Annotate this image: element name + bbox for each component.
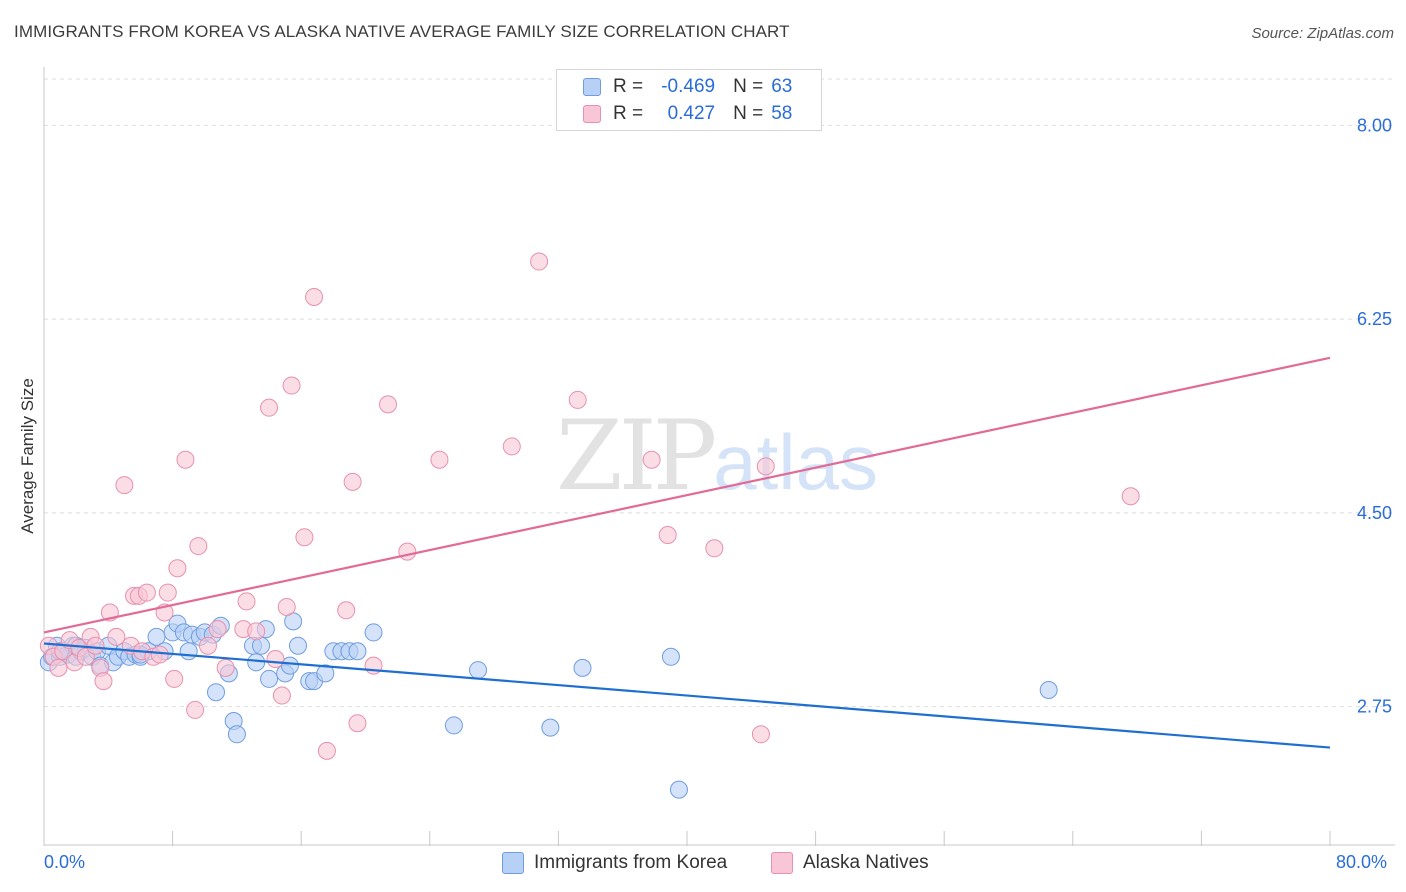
bottom-legend-label-korea: Immigrants from Korea: [534, 852, 728, 873]
point-alaska: [277, 597, 296, 616]
point-alaska: [705, 539, 724, 558]
point-alaska: [208, 620, 227, 639]
point-alaska: [94, 672, 113, 691]
trend-line-alaska: [43, 356, 1331, 634]
point-alaska: [168, 559, 187, 578]
legend-n-label: N =: [733, 76, 764, 97]
point-korea: [207, 683, 226, 702]
x-tick-label-max: 80.0%: [1336, 852, 1388, 872]
point-korea: [348, 642, 367, 661]
point-korea: [661, 647, 680, 666]
point-korea: [1039, 681, 1058, 699]
point-alaska: [49, 658, 68, 677]
point-alaska: [398, 542, 417, 561]
bottom-legend-alaska: Alaska Natives: [771, 852, 929, 874]
point-korea: [444, 716, 463, 735]
point-alaska: [317, 741, 336, 760]
point-korea: [227, 725, 246, 744]
point-alaska: [198, 636, 217, 655]
legend-swatch-pink: [583, 105, 601, 123]
point-alaska: [272, 686, 291, 705]
point-alaska: [337, 601, 356, 620]
point-alaska: [343, 472, 362, 491]
point-korea: [364, 623, 383, 642]
point-alaska: [158, 583, 177, 602]
legend-r-label: R =: [613, 76, 644, 97]
x-tick-label-min: 0.0%: [44, 852, 86, 872]
y-tick-label: 2.75: [1357, 697, 1392, 717]
point-alaska: [530, 252, 549, 271]
point-alaska: [1121, 487, 1140, 506]
point-alaska: [502, 437, 521, 456]
point-korea: [541, 718, 560, 737]
point-alaska: [189, 537, 208, 556]
point-alaska: [282, 376, 301, 395]
legend-row-korea: R = -0.469 N = 63: [583, 76, 792, 98]
point-korea: [179, 642, 198, 661]
point-alaska: [216, 658, 235, 677]
point-alaska: [756, 457, 775, 476]
point-alaska: [260, 398, 279, 417]
point-alaska: [751, 725, 770, 744]
point-alaska: [247, 622, 266, 641]
y-axis-label: Average Family Size: [18, 378, 37, 534]
point-korea: [316, 664, 335, 683]
point-alaska: [86, 636, 105, 655]
trend-line-korea: [43, 642, 1331, 749]
bottom-legend-label-alaska: Alaska Natives: [803, 852, 929, 873]
bottom-legend-korea: Immigrants from Korea: [502, 852, 727, 874]
point-alaska: [176, 450, 195, 469]
watermark-atlas: atlas: [713, 418, 878, 506]
y-tick-label: 8.00: [1357, 115, 1392, 135]
legend-n-value: 63: [771, 76, 793, 97]
point-alaska: [658, 526, 677, 544]
point-alaska: [642, 450, 661, 469]
point-alaska: [348, 714, 367, 733]
point-korea: [288, 636, 307, 655]
chart-title: IMMIGRANTS FROM KOREA VS ALASKA NATIVE A…: [14, 22, 790, 41]
point-alaska: [237, 592, 256, 611]
legend-swatch-blue: [583, 78, 601, 96]
bottom-legend-swatch-pink: [771, 852, 793, 874]
point-alaska: [379, 395, 398, 414]
point-alaska: [107, 627, 126, 646]
legend-row-alaska: R = 0.427 N = 58: [583, 103, 792, 125]
legend-r-value: 0.427: [667, 103, 716, 124]
point-alaska: [430, 450, 449, 469]
point-korea: [260, 669, 279, 688]
point-alaska: [186, 700, 205, 719]
point-korea: [573, 658, 592, 677]
point-alaska: [115, 476, 134, 495]
point-alaska: [568, 390, 587, 409]
y-tick-label: 4.50: [1357, 503, 1392, 523]
point-alaska: [266, 650, 285, 668]
point-korea: [469, 661, 488, 680]
y-tick-label: 6.25: [1357, 309, 1392, 329]
bottom-legend-swatch-blue: [502, 852, 524, 874]
point-alaska: [137, 583, 156, 602]
source-label: Source: ZipAtlas.com: [1251, 25, 1394, 42]
point-alaska: [165, 669, 184, 688]
correlation-legend: R = -0.469 N = 63 R = 0.427 N = 58: [556, 69, 822, 131]
point-korea: [669, 780, 688, 799]
point-alaska: [305, 287, 324, 306]
legend-r-value: -0.469: [661, 76, 716, 97]
point-korea: [247, 653, 266, 672]
point-alaska: [150, 645, 169, 664]
legend-r-label: R =: [613, 103, 644, 124]
legend-n-label: N =: [733, 103, 764, 124]
legend-n-value: 58: [771, 103, 793, 124]
point-alaska: [295, 528, 314, 547]
